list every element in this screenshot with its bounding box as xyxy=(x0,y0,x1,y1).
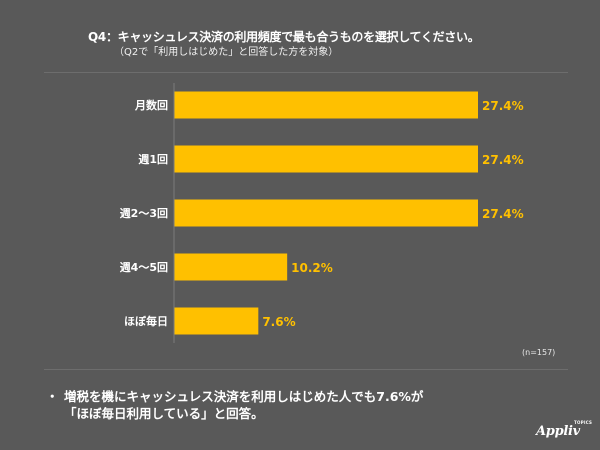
chart-subtitle: （Q2で「利用しはじめた」と回答した方を対象） xyxy=(114,47,339,58)
bar xyxy=(174,253,288,281)
value-label: 7.6% xyxy=(262,315,295,329)
value-label: 27.4% xyxy=(482,99,524,113)
category-label: 月数回 xyxy=(134,98,168,112)
value-label: 10.2% xyxy=(291,261,333,275)
category-label: 週4〜5回 xyxy=(120,260,168,274)
bar xyxy=(174,199,478,227)
chart-title: Q4：キャッシュレス決済の利用頻度で最も合うものを選択してください。 xyxy=(88,30,480,44)
value-label: 27.4% xyxy=(482,207,524,221)
logo-badge: TOPICS xyxy=(574,420,593,425)
value-label: 27.4% xyxy=(482,153,524,167)
category-label: ほぼ毎日 xyxy=(124,314,168,328)
title-block: Q4：キャッシュレス決済の利用頻度で最も合うものを選択してください。 （Q2で「… xyxy=(88,30,588,59)
bar-chart: 月数回 27.4% 週1回 27.4% 週2〜3回 27.4% 週4〜5回 10.2% ほぼ毎日… xyxy=(120,83,524,343)
category-label: 週1回 xyxy=(138,152,168,166)
summary-line-1: ・増税を機にキャッシュレス決済を利用しはじめた人でも7.6%が xyxy=(46,388,566,405)
summary-line-1-text: 増税を機にキャッシュレス決済を利用しはじめた人でも7.6%が xyxy=(64,389,424,404)
logo-text: Appliv xyxy=(536,424,580,439)
category-label: 週2〜3回 xyxy=(120,206,168,220)
bar xyxy=(174,307,259,335)
sample-size-label: (n=157) xyxy=(522,348,556,357)
appliv-logo: TOPICS Appliv xyxy=(536,420,598,444)
bar xyxy=(174,91,478,119)
chart-panel: 月数回 27.4% 週1回 27.4% 週2〜3回 27.4% 週4〜5回 10.2% ほぼ毎日… xyxy=(44,72,568,370)
summary-bullet: ・ xyxy=(46,389,59,404)
summary-text: ・増税を機にキャッシュレス決済を利用しはじめた人でも7.6%が 「ほぼ毎日利用し… xyxy=(46,388,566,422)
summary-line-2: 「ほぼ毎日利用している」と回答。 xyxy=(64,406,264,421)
bar xyxy=(174,145,478,173)
